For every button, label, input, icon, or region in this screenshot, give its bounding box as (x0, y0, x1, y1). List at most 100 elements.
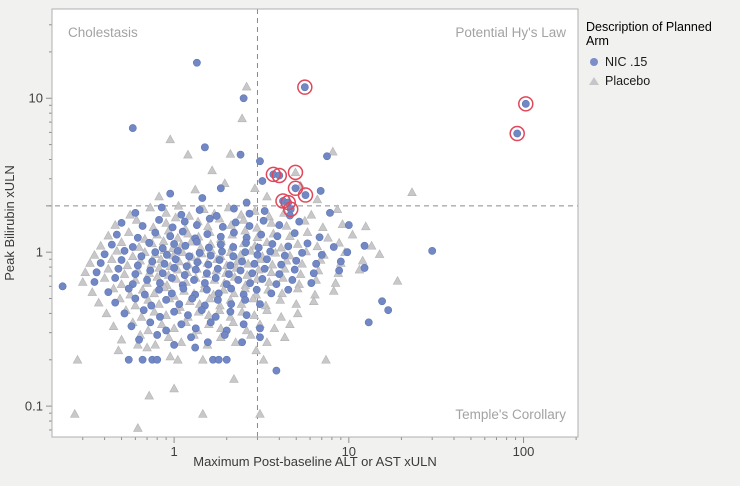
data-point-nic-15[interactable] (384, 306, 393, 315)
data-point-nic-15[interactable] (245, 222, 254, 230)
data-point-placebo[interactable] (184, 210, 195, 220)
data-point-nic-15[interactable] (230, 204, 238, 213)
data-point-placebo[interactable] (285, 319, 295, 329)
data-point-placebo[interactable] (269, 323, 280, 333)
data-point-nic-15[interactable] (177, 320, 186, 329)
data-point-placebo[interactable] (113, 345, 124, 355)
data-point-placebo[interactable] (332, 204, 343, 213)
data-point-placebo[interactable] (134, 242, 144, 251)
data-point-nic-15[interactable] (156, 279, 164, 287)
data-point-nic-15[interactable] (170, 240, 179, 248)
data-point-nic-15[interactable] (343, 248, 352, 257)
data-point-placebo[interactable] (127, 251, 138, 261)
data-point-nic-15[interactable] (124, 355, 133, 364)
data-point-placebo[interactable] (392, 275, 403, 285)
data-point-nic-15[interactable] (182, 262, 191, 271)
data-point-nic-15[interactable] (153, 355, 162, 364)
data-point-nic-15[interactable] (303, 239, 312, 248)
data-point-nic-15[interactable] (234, 276, 243, 284)
data-point-nic-15[interactable] (360, 241, 369, 250)
data-point-nic-15[interactable] (166, 232, 175, 241)
data-point-placebo[interactable] (198, 354, 208, 364)
data-point-nic-15[interactable] (256, 157, 264, 166)
data-point-placebo[interactable] (292, 283, 303, 293)
data-point-placebo[interactable] (243, 258, 253, 268)
data-point-nic-15[interactable] (131, 208, 140, 217)
data-point-placebo[interactable] (374, 249, 385, 258)
data-point-nic-15[interactable] (521, 99, 530, 108)
data-point-nic-15[interactable] (259, 216, 268, 225)
data-point-placebo[interactable] (173, 200, 184, 210)
data-point-placebo[interactable] (131, 214, 142, 224)
data-point-nic-15[interactable] (225, 270, 233, 279)
data-point-nic-15[interactable] (300, 83, 309, 92)
data-point-placebo[interactable] (99, 272, 110, 282)
data-point-nic-15[interactable] (128, 243, 137, 251)
data-point-placebo[interactable] (103, 263, 114, 273)
data-point-nic-15[interactable] (193, 258, 202, 267)
data-point-nic-15[interactable] (156, 312, 164, 321)
data-point-nic-15[interactable] (187, 333, 195, 342)
data-point-placebo[interactable] (241, 325, 252, 335)
data-point-placebo[interactable] (334, 237, 344, 247)
data-point-placebo[interactable] (229, 288, 239, 298)
data-point-nic-15[interactable] (184, 311, 192, 320)
data-point-nic-15[interactable] (307, 279, 316, 287)
data-point-nic-15[interactable] (226, 261, 235, 270)
data-point-nic-15[interactable] (256, 324, 264, 333)
plot-area[interactable] (52, 9, 578, 437)
data-point-placebo[interactable] (101, 308, 112, 318)
data-point-nic-15[interactable] (205, 214, 214, 223)
data-point-placebo[interactable] (161, 207, 171, 217)
data-point-nic-15[interactable] (197, 306, 206, 315)
data-point-placebo[interactable] (95, 240, 106, 250)
data-point-nic-15[interactable] (168, 223, 177, 232)
data-point-nic-15[interactable] (215, 256, 224, 264)
data-point-placebo[interactable] (136, 311, 147, 321)
data-point-nic-15[interactable] (292, 256, 301, 265)
data-point-nic-15[interactable] (275, 221, 284, 229)
data-point-nic-15[interactable] (179, 284, 188, 293)
data-point-placebo[interactable] (275, 294, 286, 304)
data-point-nic-15[interactable] (298, 248, 306, 257)
data-point-nic-15[interactable] (254, 243, 263, 252)
data-point-placebo[interactable] (312, 241, 323, 251)
data-point-placebo[interactable] (149, 288, 160, 298)
data-point-nic-15[interactable] (162, 295, 171, 304)
data-point-placebo[interactable] (225, 148, 236, 158)
data-point-nic-15[interactable] (238, 257, 247, 266)
data-point-nic-15[interactable] (220, 331, 229, 339)
data-point-nic-15[interactable] (378, 297, 386, 306)
data-point-nic-15[interactable] (316, 187, 325, 195)
data-point-placebo[interactable] (145, 202, 156, 212)
data-point-placebo[interactable] (72, 354, 83, 364)
data-point-placebo[interactable] (190, 184, 200, 194)
data-point-placebo[interactable] (366, 240, 377, 250)
data-point-placebo[interactable] (262, 191, 272, 201)
data-point-placebo[interactable] (357, 255, 368, 265)
data-point-nic-15[interactable] (192, 221, 201, 229)
data-point-nic-15[interactable] (155, 216, 163, 224)
data-point-nic-15[interactable] (137, 252, 146, 261)
data-point-placebo[interactable] (170, 212, 181, 222)
data-point-placebo[interactable] (165, 134, 176, 144)
data-point-placebo[interactable] (347, 229, 358, 239)
data-point-placebo[interactable] (292, 238, 303, 248)
data-point-placebo[interactable] (219, 178, 230, 188)
data-point-placebo[interactable] (241, 81, 252, 91)
data-point-nic-15[interactable] (236, 266, 245, 275)
data-point-nic-15[interactable] (216, 232, 225, 241)
data-point-nic-15[interactable] (180, 217, 189, 226)
data-point-nic-15[interactable] (428, 246, 437, 255)
data-point-placebo[interactable] (258, 354, 269, 364)
data-point-placebo[interactable] (87, 287, 98, 296)
data-point-nic-15[interactable] (336, 257, 345, 266)
data-point-nic-15[interactable] (190, 276, 198, 284)
data-point-nic-15[interactable] (158, 269, 167, 278)
data-point-placebo[interactable] (407, 187, 417, 196)
data-point-nic-15[interactable] (128, 124, 137, 132)
data-point-nic-15[interactable] (157, 203, 166, 212)
data-point-nic-15[interactable] (170, 264, 179, 272)
data-point-nic-15[interactable] (212, 212, 221, 220)
